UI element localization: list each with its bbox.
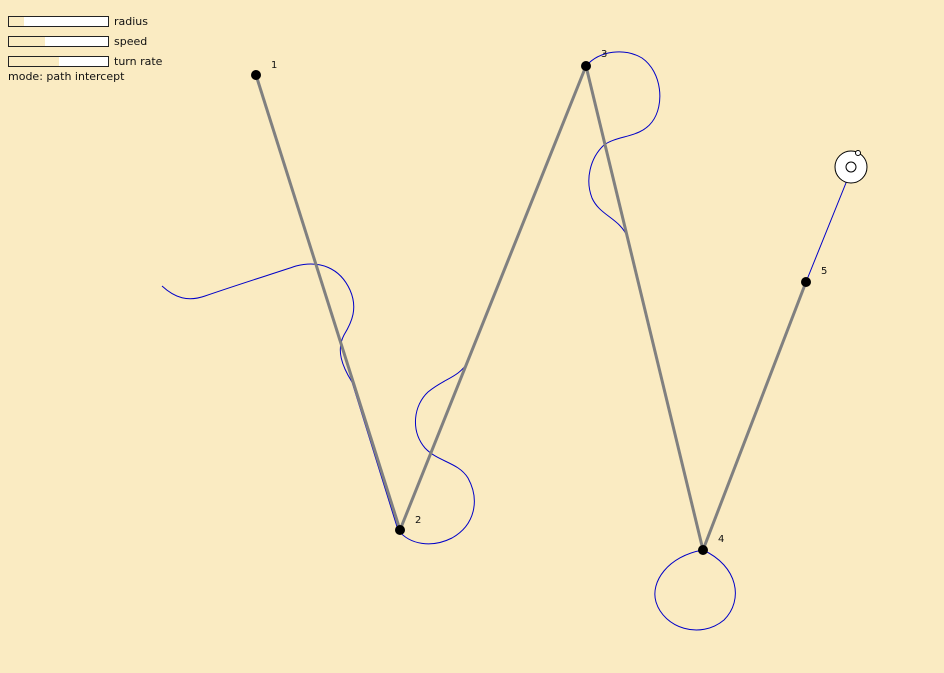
turn-rate-slider-row: turn rate (8, 51, 162, 71)
waypoint-label: 4 (718, 534, 724, 545)
control-panel: radius speed turn rate (8, 11, 162, 71)
waypoint-3[interactable]: 3 (581, 49, 607, 71)
waypoint-label: 2 (415, 515, 421, 526)
waypoint-5[interactable]: 5 (801, 266, 827, 287)
waypoint-label: 3 (601, 49, 607, 60)
waypoint-marker[interactable] (581, 61, 591, 71)
vehicle-trail (161, 51, 853, 631)
speed-slider-fill (9, 36, 45, 46)
radius-slider[interactable] (8, 15, 109, 27)
turn-rate-slider[interactable] (8, 55, 109, 67)
path-segment-1-2 (254, 74, 402, 531)
mode-value: path intercept (46, 70, 125, 83)
radius-slider-fill (9, 16, 24, 26)
vehicle-heading-marker (855, 150, 861, 156)
vehicle (834, 150, 868, 184)
vehicle-body (845, 161, 857, 173)
radius-slider-label: radius (114, 14, 149, 28)
waypoint-1[interactable]: 1 (251, 60, 277, 80)
waypoint-marker[interactable] (698, 545, 708, 555)
waypoint-marker[interactable] (395, 525, 405, 535)
waypoint-label: 1 (271, 60, 277, 71)
mode-prefix: mode: (8, 70, 43, 83)
waypoint-marker[interactable] (251, 70, 261, 80)
path-segment-3-4 (584, 65, 705, 551)
radius-slider-row: radius (8, 11, 162, 31)
speed-slider-label: speed (114, 34, 148, 48)
speed-slider-row: speed (8, 31, 162, 51)
path-segment-2-3 (398, 65, 588, 531)
turn-rate-slider-label: turn rate (114, 54, 163, 68)
mode-indicator: mode: path intercept (8, 70, 124, 83)
waypoint-marker[interactable] (801, 277, 811, 287)
turn-rate-slider-fill (9, 56, 59, 66)
waypoint-2[interactable]: 2 (395, 515, 421, 535)
waypoint-label: 5 (821, 266, 827, 277)
waypoint-4[interactable]: 4 (698, 534, 724, 555)
speed-slider[interactable] (8, 35, 109, 47)
path-segment-4-5 (701, 281, 808, 551)
